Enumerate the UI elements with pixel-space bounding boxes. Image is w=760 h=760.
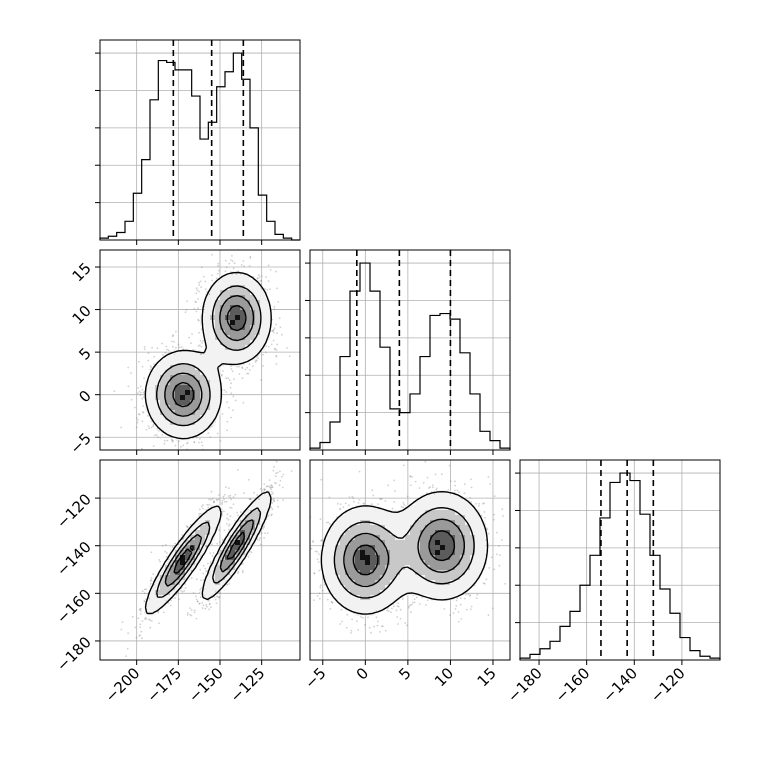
y-tick-label-p2-1: −160 <box>53 585 95 627</box>
panel-1-2-content <box>310 460 507 634</box>
y-tick-label-p1-1: 0 <box>75 387 94 406</box>
y-tick-label-p1-4: 15 <box>69 259 95 285</box>
contours-1-2 <box>320 491 489 615</box>
panel-xticks-0-2 <box>136 660 263 665</box>
x-tick-label-p2-3: −120 <box>647 664 689 706</box>
panel-xticks-1-2 <box>322 660 494 665</box>
hist-frame-0 <box>99 39 301 241</box>
y-tick-label-p2-3: −120 <box>53 490 95 532</box>
x-tick-label-p2-0: −180 <box>504 664 546 706</box>
x-tick-label-p0-1: −175 <box>143 664 185 706</box>
histogram-2 <box>519 472 721 660</box>
x-tick-label-p2-2: −140 <box>599 664 641 706</box>
panel-yticks-0-2 <box>95 497 100 642</box>
hist-yticks-2 <box>515 472 520 624</box>
hist-xticks-0 <box>136 240 263 245</box>
x-tick-label-p1-0: −5 <box>301 664 329 692</box>
hist-frame-2 <box>519 459 721 661</box>
y-tick-label-p2-2: −140 <box>53 538 95 580</box>
hist-xticks-2 <box>538 660 683 665</box>
scatter-0-2 <box>120 460 293 657</box>
x-tick-label-p0-3: −125 <box>227 664 269 706</box>
contours-0-1 <box>144 271 272 440</box>
hist-xticks-1 <box>322 450 494 455</box>
panel-frame-0-1 <box>99 249 301 451</box>
x-tick-label-p0-2: −150 <box>185 664 227 706</box>
hist-grid-2 <box>520 460 720 660</box>
hist-yticks-1 <box>305 262 310 414</box>
y-tick-label-p1-0: −5 <box>66 429 94 457</box>
y-tick-label-p2-0: −180 <box>53 633 95 675</box>
y-tick-label-p1-3: 10 <box>69 302 95 328</box>
x-tick-label-p1-4: 15 <box>474 664 500 690</box>
contours-0-2 <box>144 491 272 615</box>
x-tick-label-p1-3: 10 <box>431 664 457 690</box>
hist-frame-1 <box>309 249 511 451</box>
panel-yticks-0-1 <box>95 266 100 438</box>
panel-xticks-0-1 <box>136 450 263 455</box>
y-tick-label-p1-2: 5 <box>75 344 94 363</box>
hist-grid-0 <box>100 40 300 240</box>
hist-yticks-0 <box>95 52 100 204</box>
histogram-0 <box>99 52 300 241</box>
panel-frame-0-2 <box>99 459 301 661</box>
panel-frame-1-2 <box>309 459 511 661</box>
x-tick-label-p1-2: 5 <box>395 664 414 683</box>
x-tick-label-p2-1: −160 <box>552 664 594 706</box>
histogram-1 <box>309 262 511 450</box>
x-tick-label-p1-1: 0 <box>353 664 372 683</box>
panel-0-2-content <box>120 460 293 657</box>
panel-0-1-content <box>113 253 291 450</box>
x-tick-label-p0-0: −200 <box>102 664 144 706</box>
